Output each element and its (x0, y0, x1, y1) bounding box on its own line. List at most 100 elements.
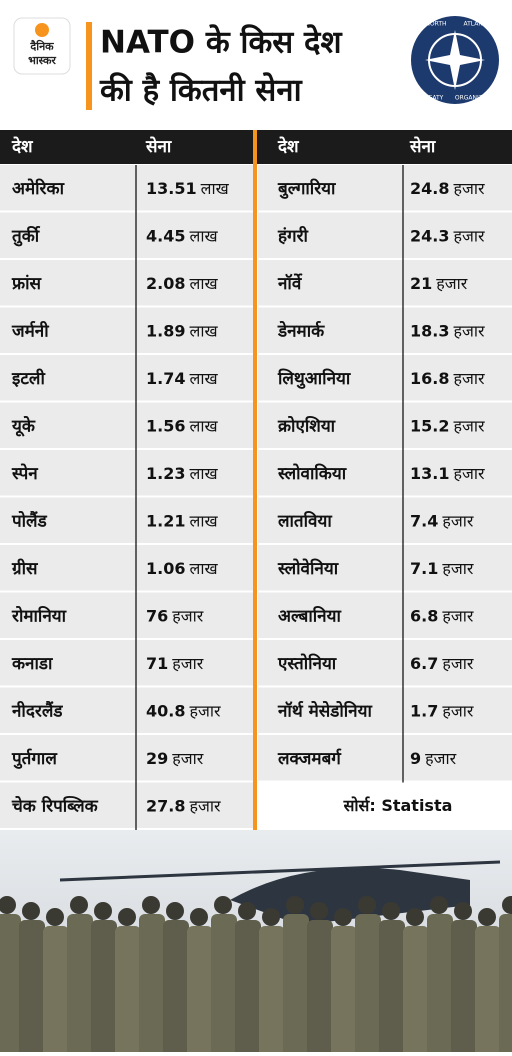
soldier-head (190, 908, 208, 926)
country: कनाडा (11, 654, 53, 674)
strength-unit: लाख (189, 416, 218, 435)
soldier-body (283, 914, 309, 1056)
soldier-body (355, 914, 381, 1056)
strength: 1.89 लाख (146, 321, 218, 340)
soldier-body (67, 914, 93, 1056)
strength-unit: हजार (442, 653, 474, 672)
row-bg (258, 687, 512, 733)
strength: 15.2 हजार (410, 416, 485, 435)
country: लक्जमबर्ग (277, 748, 342, 769)
soldier-head (238, 902, 256, 920)
center-divider (253, 130, 257, 830)
column-header: सेना (145, 136, 172, 157)
row-bg (0, 735, 254, 781)
strength-number: 24.3 (410, 226, 449, 245)
country: पुर्तगाल (11, 748, 58, 769)
strength-number: 1.89 (146, 321, 185, 340)
country: यूके (11, 415, 36, 437)
strength-unit: हजार (453, 226, 485, 245)
strength-unit: लाख (189, 321, 218, 340)
soldier-body (163, 920, 189, 1056)
soldier-body (43, 926, 69, 1056)
row-bg (258, 640, 512, 686)
soldier-head (334, 908, 352, 926)
country: फ्रांस (11, 274, 43, 294)
strength: 27.8 हजार (146, 796, 221, 815)
soldier-head (22, 902, 40, 920)
country: स्लोवाकिया (277, 463, 347, 484)
strength-number: 29 (146, 748, 168, 767)
strength-unit: हजार (453, 463, 485, 482)
soldier-body (211, 914, 237, 1056)
row-bg (0, 260, 254, 306)
strength: 18.3 हजार (410, 321, 485, 340)
source: सोर्स: Statista (343, 796, 453, 815)
row-bg (0, 545, 254, 591)
title: NATO के किस देश (100, 24, 343, 61)
strength: 1.23 लाख (146, 463, 218, 482)
strength-unit: लाख (189, 368, 218, 387)
country: नॉर्वे (277, 273, 303, 294)
strength: 40.8 हजार (146, 701, 221, 720)
strength-number: 1.23 (146, 463, 185, 482)
strength: 24.3 हजार (410, 226, 485, 245)
row-bg (258, 402, 512, 448)
strength-unit: हजार (172, 748, 204, 767)
emblem-star (425, 30, 485, 90)
country: जर्मनी (11, 320, 49, 341)
strength-unit: हजार (453, 416, 485, 435)
strength-number: 7.1 (410, 558, 438, 577)
country: नीदरलैंड (11, 700, 63, 721)
soldier-head (262, 908, 280, 926)
strength-number: 1.06 (146, 558, 185, 577)
strength-number: 71 (146, 653, 168, 672)
soldier-head (142, 896, 160, 914)
strength: 2.08 लाख (146, 273, 218, 292)
strength-unit: हजार (442, 511, 474, 530)
emblem-text: NORTH (425, 21, 446, 28)
strength: 24.8 हजार (410, 178, 485, 197)
strength-number: 27.8 (146, 796, 185, 815)
strength: 1.74 लाख (146, 368, 218, 387)
soldier-body (91, 920, 117, 1056)
row-bg (258, 450, 512, 496)
soldier-head (94, 902, 112, 920)
soldier-body (139, 914, 165, 1056)
country: स्लोवेनिया (277, 558, 339, 579)
country: हंगरी (277, 225, 309, 246)
strength-number: 13.1 (410, 463, 449, 482)
emblem-text: ORGANIZATION (455, 95, 501, 102)
emblem-text: TREATY (420, 95, 444, 102)
strength: 1.21 लाख (146, 511, 218, 530)
soldier-head (46, 908, 64, 926)
soldier-head (166, 902, 184, 920)
country: लातविया (277, 510, 332, 531)
soldier-head (382, 902, 400, 920)
strength-unit: हजार (453, 178, 485, 197)
strength-unit: हजार (436, 273, 468, 292)
row-bg (0, 355, 254, 401)
row-bg (0, 450, 254, 496)
country: चेक रिपब्लिक (11, 795, 99, 816)
row-bg (258, 497, 512, 543)
strength: 6.8 हजार (410, 606, 474, 625)
strength-unit: लाख (189, 463, 218, 482)
soldier-body (259, 926, 285, 1056)
country: क्रोएशिया (277, 415, 336, 436)
soldier-head (286, 896, 304, 914)
soldier-body (0, 914, 21, 1056)
strength: 7.1 हजार (410, 558, 474, 577)
country: अल्बानिया (278, 605, 341, 626)
soldier-head (70, 896, 88, 914)
strength: 29 हजार (146, 748, 204, 767)
row-bg (0, 497, 254, 543)
row-bg (258, 735, 512, 781)
logo-text: दैनिक (29, 39, 54, 53)
strength-unit: हजार (453, 368, 485, 387)
row-bg (258, 355, 512, 401)
soldier-head (430, 896, 448, 914)
country: स्पेन (11, 463, 38, 484)
strength-unit: हजार (189, 701, 221, 720)
soldier-body (19, 920, 45, 1056)
